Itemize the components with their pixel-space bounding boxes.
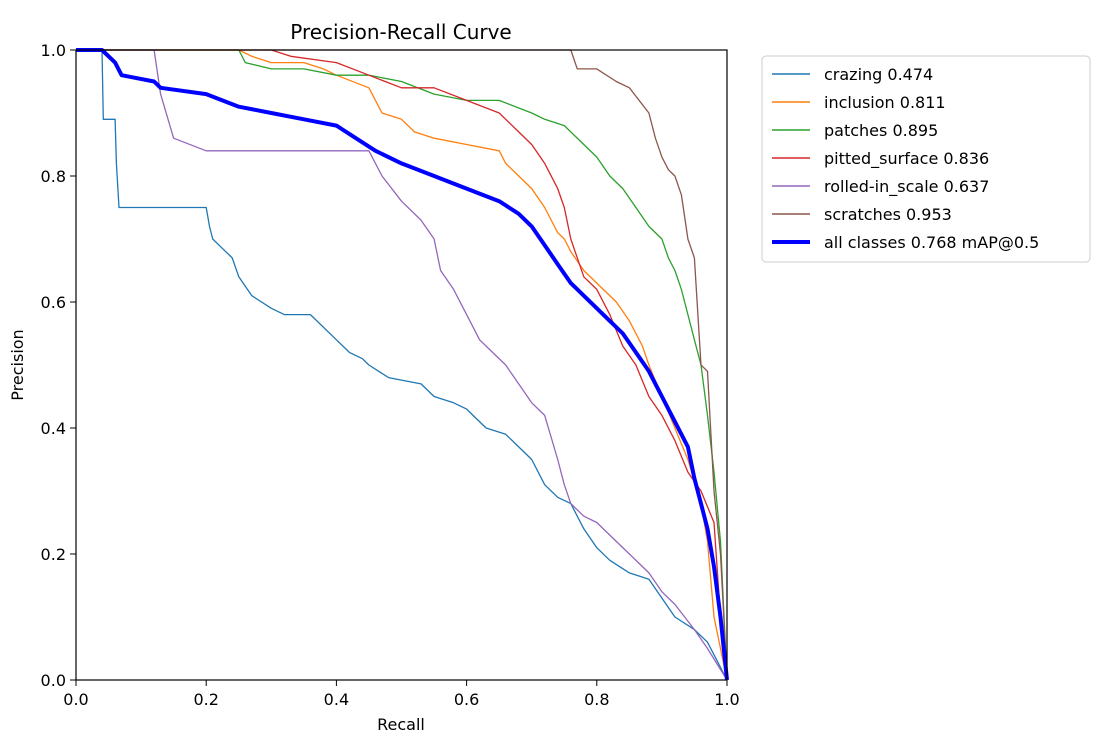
y-axis-label: Precision (8, 329, 27, 400)
legend-label: crazing 0.474 (824, 65, 933, 84)
series-line-1 (76, 49, 728, 681)
y-tick-label: 0.2 (41, 545, 66, 564)
x-axis-label: Recall (377, 715, 425, 734)
y-tick-label: 0.6 (41, 293, 66, 312)
x-tick-label: 0.4 (324, 690, 349, 709)
series-line-6 (76, 48, 729, 681)
legend: crazing 0.474 inclusion 0.811 patches 0.89… (761, 55, 1091, 263)
y-tick-label: 0.8 (41, 167, 66, 186)
plot-frame (75, 49, 728, 681)
series-line-0 (76, 49, 728, 681)
chart-title: Precision-Recall Curve (290, 20, 511, 44)
legend-label: all classes 0.768 mAP@0.5 (824, 233, 1039, 252)
legend-label: scratches 0.953 (824, 205, 952, 224)
series-line-5 (76, 49, 728, 681)
y-tick-label: 0.4 (41, 419, 66, 438)
legend-label: patches 0.895 (824, 121, 938, 140)
y-tick-label: 0.0 (41, 671, 66, 690)
series-layer (76, 48, 729, 681)
x-tick-label: 0.0 (63, 690, 88, 709)
series-line-2 (76, 49, 728, 681)
series-line-3 (76, 49, 728, 681)
x-tick-label: 1.0 (714, 690, 739, 709)
legend-label: pitted_surface 0.836 (824, 149, 989, 169)
legend-label: rolled-in_scale 0.637 (824, 177, 989, 197)
axes-layer: 0.0 0.2 0.4 0.6 0.8 1.0 0.0 0.2 0.4 0.6 0.8 1.0 (41, 41, 740, 709)
legend-label: inclusion 0.811 (824, 93, 946, 112)
legend-frame (761, 55, 1091, 263)
x-tick-label: 0.8 (584, 690, 609, 709)
series-line-4 (76, 49, 728, 681)
y-tick-label: 1.0 (41, 41, 66, 60)
x-tick-label: 0.2 (193, 690, 218, 709)
x-tick-label: 0.6 (454, 690, 479, 709)
